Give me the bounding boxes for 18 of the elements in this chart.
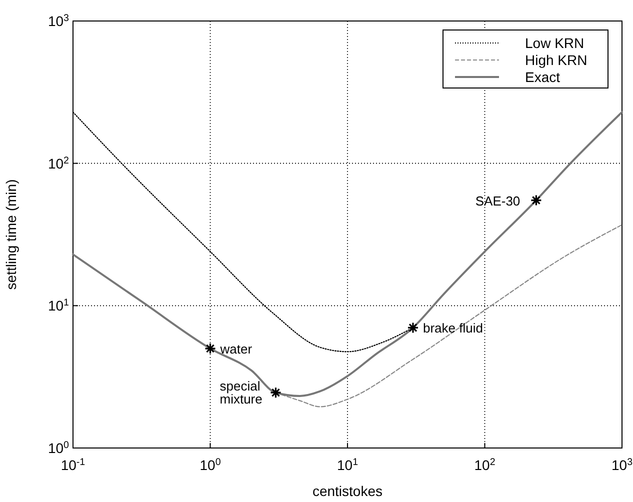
y-axis-title: settling time (min) — [3, 179, 19, 290]
x-tick-label: 10$^{0}$ — [200, 456, 222, 473]
x-tick-label: 10$^{-1}$ — [60, 456, 86, 473]
x-tick-label: 10$^{2}$ — [474, 456, 496, 473]
x-tick-label: 10$^{1}$ — [336, 456, 358, 473]
y-tick-label: 10$^{1}$ — [48, 297, 69, 314]
legend-label: Low KRN — [525, 35, 584, 51]
x-axis-title: centistokes — [312, 483, 383, 499]
y-tick-label: 10$^{2}$ — [48, 154, 69, 172]
annotation: special mixture — [220, 378, 262, 407]
y-tick-label: 10$^{0}$ — [48, 440, 70, 456]
legend-label: Exact — [525, 69, 560, 85]
annotation: brake fluid — [422, 320, 483, 336]
annotation: water — [219, 342, 253, 357]
y-tick-label: 10$^{3}$ — [48, 12, 70, 29]
annotation: SAE-30 — [475, 193, 520, 208]
x-tick-label: 10$^{3}$ — [611, 456, 633, 473]
legend-label: High KRN — [525, 52, 588, 68]
